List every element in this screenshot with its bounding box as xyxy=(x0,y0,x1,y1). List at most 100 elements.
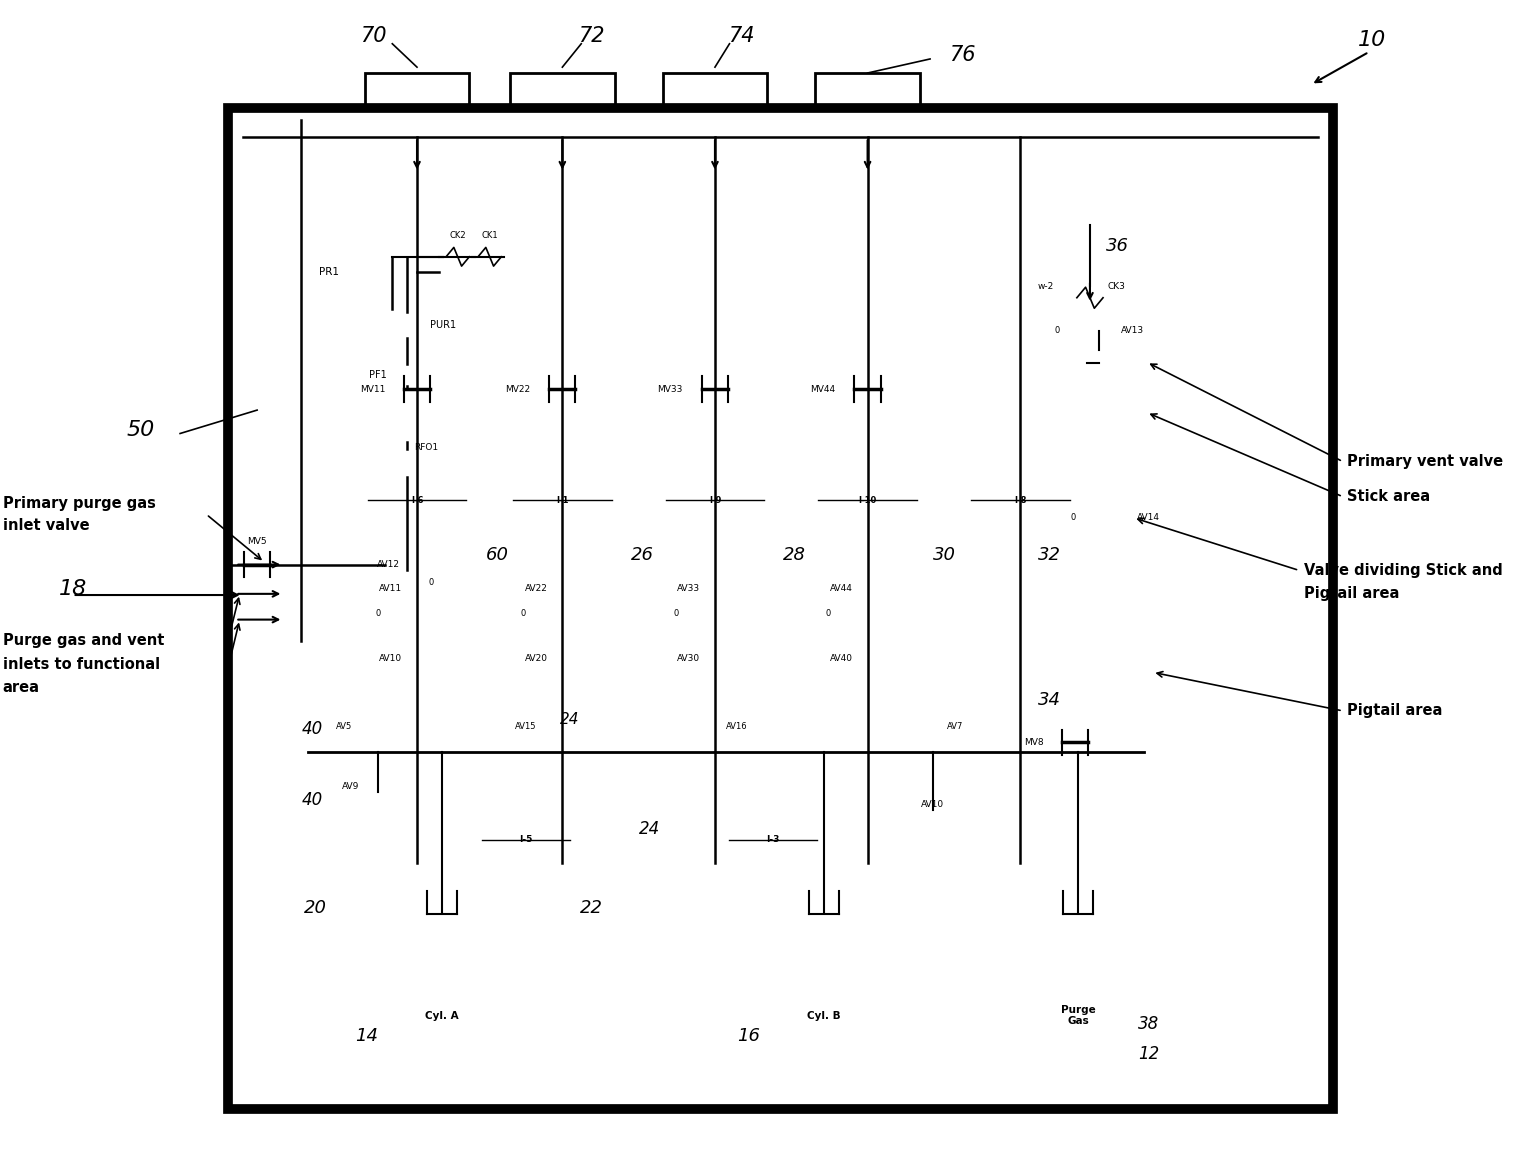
Text: AV16: AV16 xyxy=(727,722,748,730)
Circle shape xyxy=(665,461,765,540)
Bar xyxy=(725,742,748,761)
Ellipse shape xyxy=(1036,1073,1121,1091)
Text: AV30: AV30 xyxy=(678,654,701,663)
Text: 72: 72 xyxy=(578,26,604,46)
Text: 40: 40 xyxy=(302,790,323,809)
Text: 12: 12 xyxy=(1137,1044,1159,1063)
Polygon shape xyxy=(702,155,728,173)
Bar xyxy=(921,810,944,829)
Polygon shape xyxy=(549,530,575,547)
Polygon shape xyxy=(1007,267,1033,283)
Bar xyxy=(662,73,768,138)
Bar xyxy=(365,73,469,138)
Text: AV9: AV9 xyxy=(342,782,359,791)
Text: MV5: MV5 xyxy=(247,537,267,546)
Polygon shape xyxy=(1081,308,1116,330)
Text: I-10: I-10 xyxy=(858,496,877,505)
Circle shape xyxy=(1076,644,1145,701)
Polygon shape xyxy=(702,530,728,547)
Text: 0: 0 xyxy=(826,609,831,619)
Text: AV13: AV13 xyxy=(1121,326,1144,335)
Polygon shape xyxy=(852,396,881,415)
Text: CK3: CK3 xyxy=(1107,281,1125,290)
Bar xyxy=(308,167,1144,757)
Text: VE1: VE1 xyxy=(1064,359,1078,368)
Circle shape xyxy=(368,461,466,540)
Polygon shape xyxy=(854,530,880,547)
Text: AV15: AV15 xyxy=(515,722,537,730)
Polygon shape xyxy=(852,596,883,617)
Text: I-6: I-6 xyxy=(411,496,423,505)
Bar xyxy=(396,450,417,468)
Polygon shape xyxy=(854,425,880,442)
Circle shape xyxy=(1059,319,1075,330)
Text: 38: 38 xyxy=(1137,1015,1159,1034)
Text: AV33: AV33 xyxy=(678,583,701,593)
Text: 18: 18 xyxy=(58,579,87,599)
Text: Valve dividing Stick and: Valve dividing Stick and xyxy=(1303,563,1502,577)
Circle shape xyxy=(819,461,917,540)
Text: 26: 26 xyxy=(630,546,653,564)
Circle shape xyxy=(730,804,817,875)
Bar xyxy=(366,793,389,810)
Bar xyxy=(1019,225,1144,523)
Polygon shape xyxy=(549,267,575,283)
Text: I-3: I-3 xyxy=(766,835,780,844)
Text: CK2: CK2 xyxy=(449,232,466,240)
Polygon shape xyxy=(854,155,880,173)
Polygon shape xyxy=(549,155,575,173)
Bar xyxy=(308,751,1144,910)
Circle shape xyxy=(417,582,432,594)
Bar xyxy=(1055,350,1087,376)
Text: 36: 36 xyxy=(1107,236,1130,255)
Ellipse shape xyxy=(1036,915,1121,934)
Text: I-8: I-8 xyxy=(1013,496,1027,505)
Bar xyxy=(943,742,966,761)
Text: PR1: PR1 xyxy=(319,267,339,278)
Text: AV20: AV20 xyxy=(524,654,547,663)
Polygon shape xyxy=(699,667,731,688)
Bar xyxy=(782,924,866,1082)
Text: 22: 22 xyxy=(579,900,602,917)
Bar xyxy=(333,742,356,761)
Text: 60: 60 xyxy=(486,546,509,564)
Polygon shape xyxy=(702,267,728,283)
Text: MV22: MV22 xyxy=(506,385,530,394)
Text: inlets to functional: inlets to functional xyxy=(3,656,159,671)
Text: RFO1: RFO1 xyxy=(414,443,438,452)
Text: 28: 28 xyxy=(783,546,806,564)
Text: 0: 0 xyxy=(1055,326,1059,335)
Text: CK1: CK1 xyxy=(481,232,498,240)
Polygon shape xyxy=(547,396,576,415)
Text: Pigtail area: Pigtail area xyxy=(1303,587,1400,601)
Text: Primary purge gas: Primary purge gas xyxy=(3,496,156,512)
Text: 0: 0 xyxy=(673,609,679,619)
Bar xyxy=(394,365,420,386)
Text: 10: 10 xyxy=(1358,31,1386,51)
Text: 16: 16 xyxy=(737,1027,760,1045)
Polygon shape xyxy=(403,530,431,547)
Text: MV44: MV44 xyxy=(811,385,835,394)
Text: 0: 0 xyxy=(521,609,526,619)
Text: AV5: AV5 xyxy=(336,722,353,730)
Text: 76: 76 xyxy=(949,46,975,66)
Bar xyxy=(1036,924,1121,1082)
Ellipse shape xyxy=(782,915,866,934)
Text: Primary vent valve: Primary vent valve xyxy=(1348,454,1504,469)
Polygon shape xyxy=(403,267,431,283)
Text: AV14: AV14 xyxy=(1136,513,1159,522)
Text: 34: 34 xyxy=(1038,691,1061,709)
Text: 20: 20 xyxy=(304,900,327,917)
Text: PUR1: PUR1 xyxy=(431,320,457,329)
Text: PF1: PF1 xyxy=(369,370,386,380)
Text: Purge
Gas: Purge Gas xyxy=(1061,1004,1096,1027)
Circle shape xyxy=(970,461,1070,540)
Text: AV11: AV11 xyxy=(379,583,403,593)
Text: MV8: MV8 xyxy=(1024,739,1044,747)
Text: 70: 70 xyxy=(360,26,386,46)
Text: Cyl. A: Cyl. A xyxy=(425,1010,458,1021)
Text: 32: 32 xyxy=(1038,546,1061,564)
Circle shape xyxy=(834,606,849,617)
Text: 24: 24 xyxy=(639,820,661,837)
Text: Purge gas and vent: Purge gas and vent xyxy=(3,633,164,648)
